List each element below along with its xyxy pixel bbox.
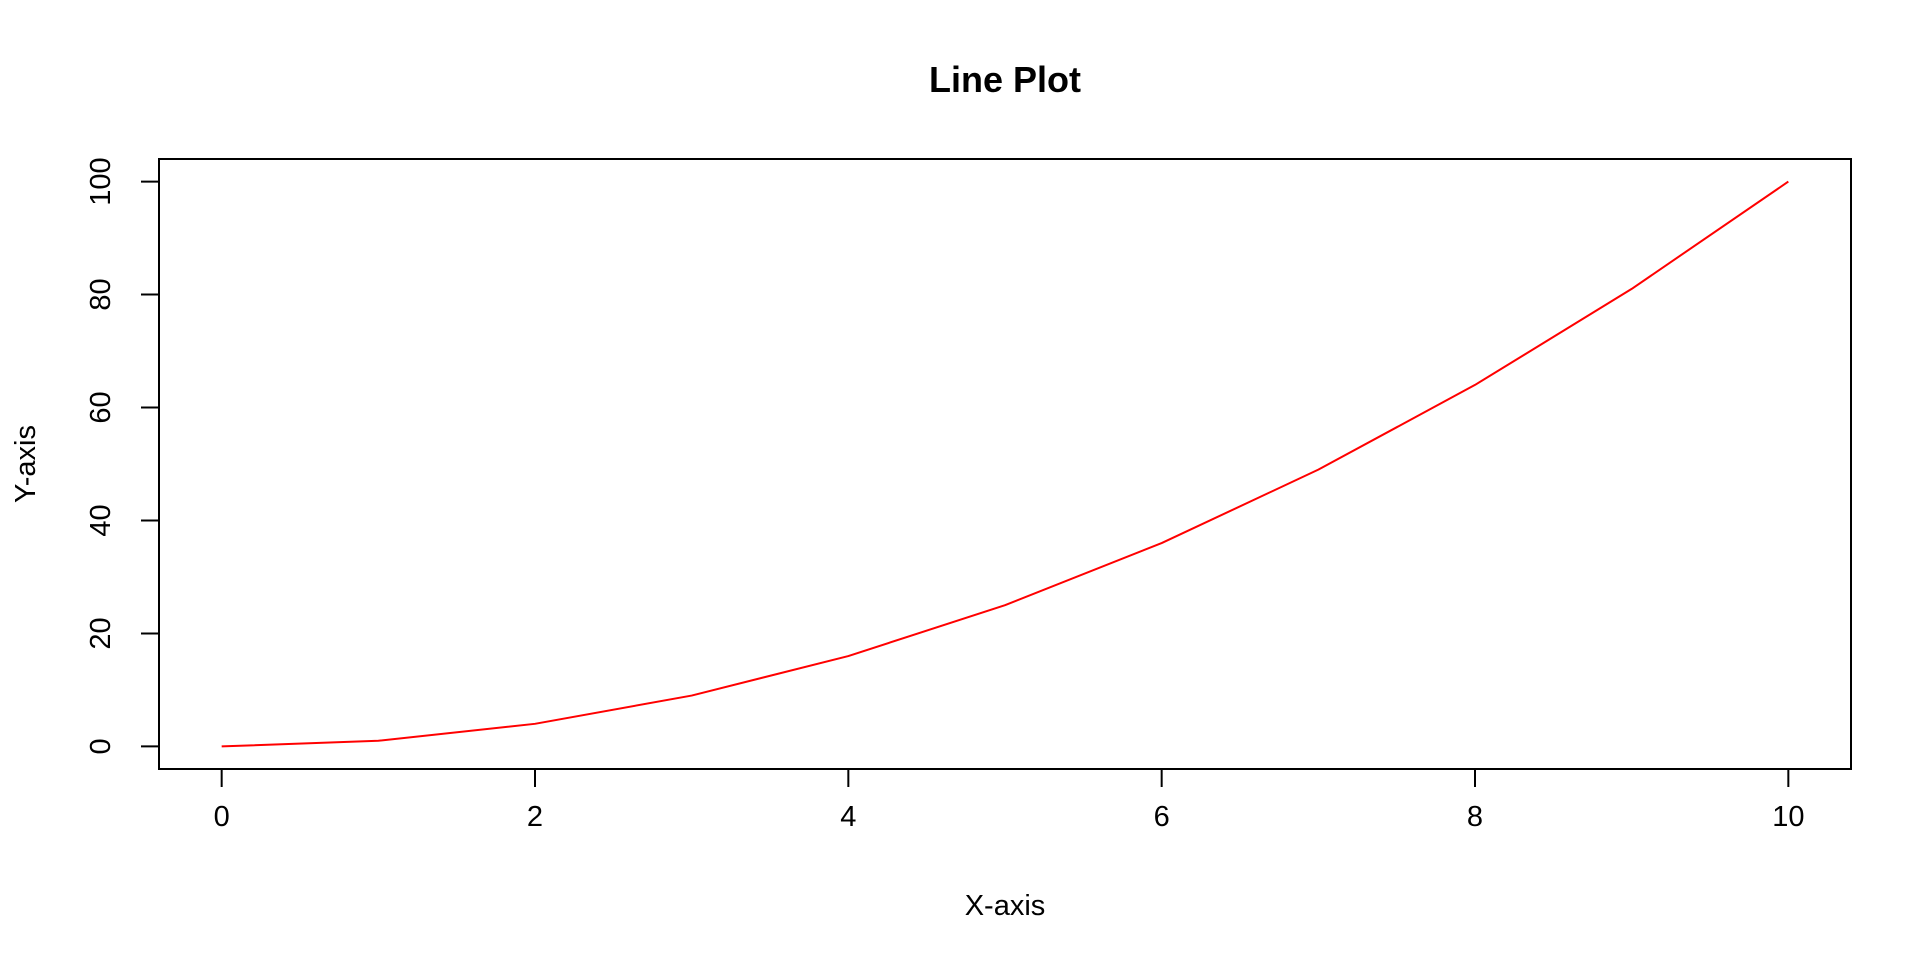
x-tick-label: 10 <box>1772 801 1804 833</box>
x-axis-label: X-axis <box>965 890 1046 922</box>
plot-frame <box>158 158 1852 770</box>
y-tick-label: 100 <box>85 157 117 205</box>
series-layer <box>221 180 1789 748</box>
y-tick-label: 20 <box>85 617 117 649</box>
x-axis: 0 2 4 6 8 10 <box>214 768 1804 833</box>
x-tick-label: 2 <box>527 801 543 833</box>
y-tick-label: 80 <box>85 278 117 310</box>
y-axis-label: Y-axis <box>10 425 42 503</box>
chart-title: Line Plot <box>929 59 1081 100</box>
x-tick-label: 6 <box>1154 801 1170 833</box>
y-tick-label: 40 <box>85 504 117 536</box>
x-tick-label: 8 <box>1467 801 1483 833</box>
x-tick-label: 0 <box>214 801 230 833</box>
y-axis: 0 20 40 60 80 100 <box>85 157 160 754</box>
x-tick-label: 4 <box>840 801 856 833</box>
y-tick-label: 60 <box>85 391 117 423</box>
series-line <box>221 180 1789 748</box>
y-tick-label: 0 <box>85 738 117 754</box>
